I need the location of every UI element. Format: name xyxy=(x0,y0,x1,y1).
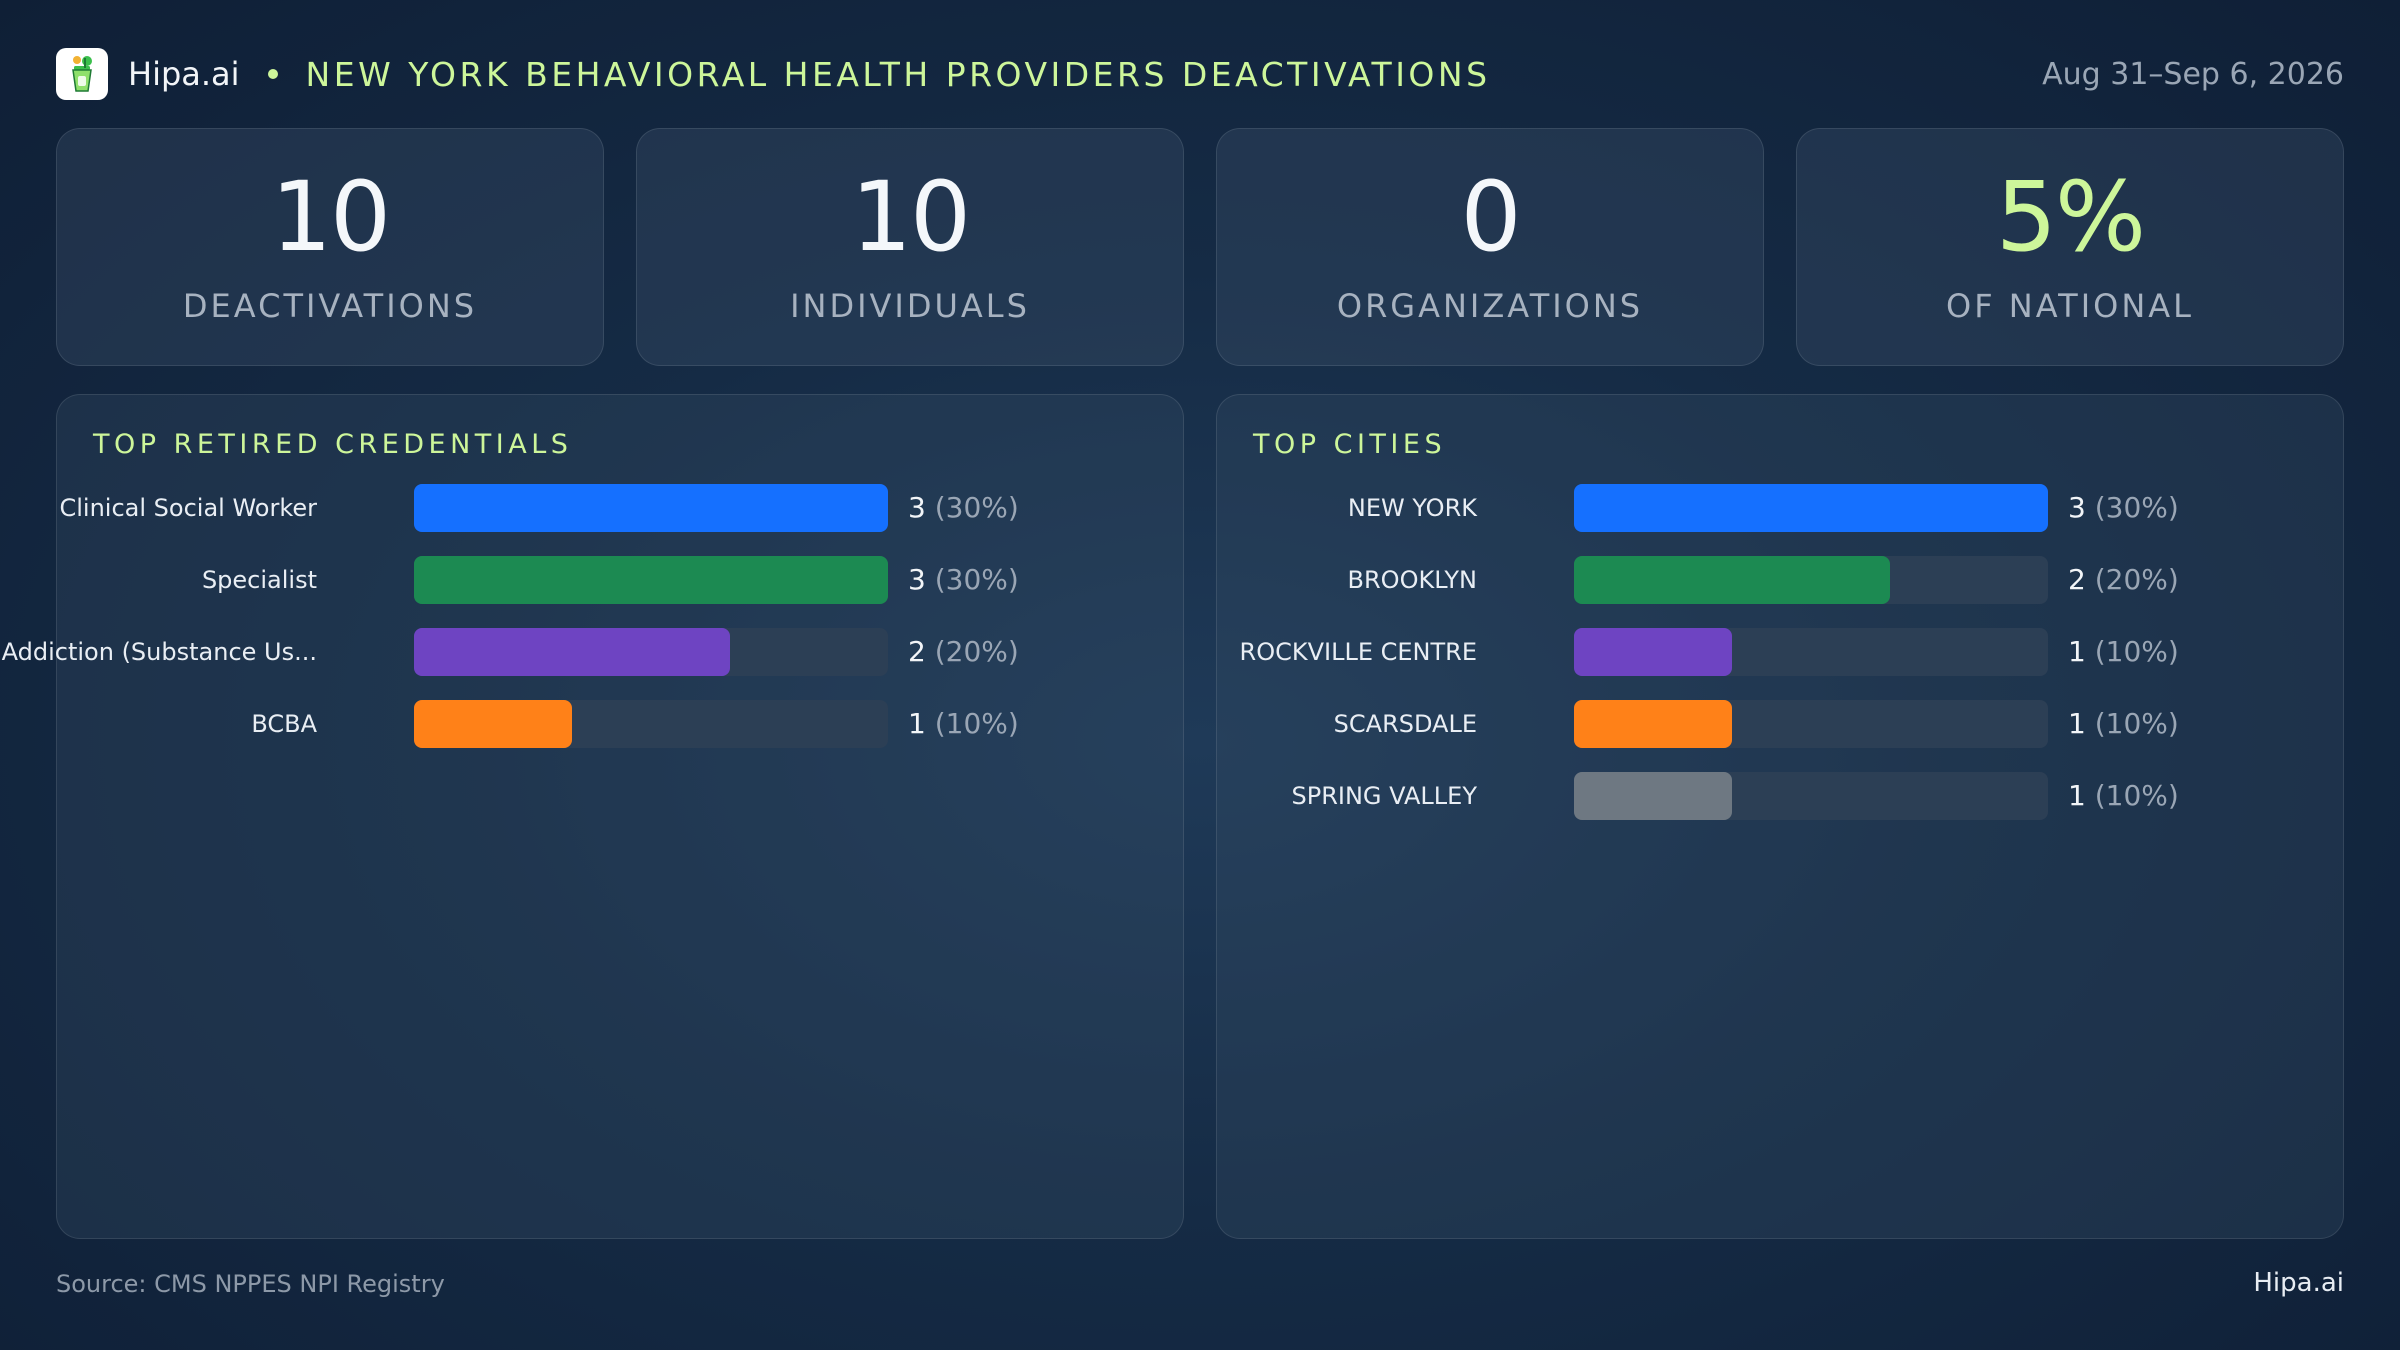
bar-category-label: BROOKLYN xyxy=(1347,566,1477,594)
panel-title: TOP CITIES xyxy=(1253,429,1447,460)
bar-percent: (30%) xyxy=(2085,491,2179,524)
bar-percent: (10%) xyxy=(2085,707,2179,740)
bar-row: BROOKLYN 2 (20%) xyxy=(1217,556,2343,604)
bar-value-label: 1 (10%) xyxy=(2068,628,2179,676)
kpi-value: 5% xyxy=(1995,161,2146,273)
bar-percent: (10%) xyxy=(2085,635,2179,668)
bar-value-label: 3 (30%) xyxy=(908,484,1019,532)
bar-category-label: SCARSDALE xyxy=(1333,710,1477,738)
header: Hipa.ai NEW YORK BEHAVIORAL HEALTH PROVI… xyxy=(56,46,2344,102)
kpi-value: 0 xyxy=(1460,161,1521,273)
separator-dot xyxy=(267,69,278,79)
bar-percent: (30%) xyxy=(925,563,1019,596)
kpi-card-national-share: 5% OF NATIONAL xyxy=(1796,128,2344,366)
bar-value-label: 3 (30%) xyxy=(908,556,1019,604)
page-title: NEW YORK BEHAVIORAL HEALTH PROVIDERS DEA… xyxy=(305,54,1491,94)
bar-row: SPRING VALLEY 1 (10%) xyxy=(1217,772,2343,820)
bar-track xyxy=(1574,772,2048,820)
bar-count: 2 xyxy=(908,635,926,668)
bar-count: 3 xyxy=(908,563,926,596)
kpi-value: 10 xyxy=(270,161,391,273)
kpi-label: ORGANIZATIONS xyxy=(1336,287,1644,325)
bar-category-label: ROCKVILLE CENTRE xyxy=(1239,638,1477,666)
bar-percent: (30%) xyxy=(925,491,1019,524)
bar-row: Specialist 3 (30%) xyxy=(57,556,1183,604)
kpi-card-individuals: 10 INDIVIDUALS xyxy=(636,128,1184,366)
brand-logo xyxy=(56,48,108,100)
drink-cup-icon xyxy=(72,56,92,92)
bar xyxy=(414,628,730,676)
kpi-label: DEACTIVATIONS xyxy=(182,287,478,325)
bar-percent: (20%) xyxy=(925,635,1019,668)
bar-row: BCBA 1 (10%) xyxy=(57,700,1183,748)
data-source: Source: CMS NPPES NPI Registry xyxy=(56,1270,445,1298)
kpi-label: INDIVIDUALS xyxy=(790,287,1030,325)
bar-count: 1 xyxy=(908,707,926,740)
bar-percent: (20%) xyxy=(2085,563,2179,596)
bar-row: SCARSDALE 1 (10%) xyxy=(1217,700,2343,748)
bar-category-label: SPRING VALLEY xyxy=(1291,782,1477,810)
date-range: Aug 31–Sep 6, 2026 xyxy=(2042,56,2344,92)
bar-count: 1 xyxy=(2068,779,2086,812)
kpi-card-organizations: 0 ORGANIZATIONS xyxy=(1216,128,1764,366)
bar-row: Addiction (Substance Us... 2 (20%) xyxy=(2,628,1183,676)
bar-row: NEW YORK 3 (30%) xyxy=(1217,484,2343,532)
kpi-value: 10 xyxy=(850,161,971,273)
bar xyxy=(414,556,888,604)
kpi-label: OF NATIONAL xyxy=(1946,287,2194,325)
bar-value-label: 2 (20%) xyxy=(2068,556,2179,604)
bar xyxy=(1574,700,1732,748)
bar-percent: (10%) xyxy=(2085,779,2179,812)
bar-track xyxy=(414,700,888,748)
bar-category-label: BCBA xyxy=(251,710,317,738)
credentials-panel: TOP RETIRED CREDENTIALS Clinical Social … xyxy=(2,394,1184,1239)
panel-title: TOP RETIRED CREDENTIALS xyxy=(93,429,573,460)
kpi-card-deactivations: 10 DEACTIVATIONS xyxy=(56,128,604,366)
bar xyxy=(1574,628,1732,676)
bar-track xyxy=(1574,484,2048,532)
bar-track xyxy=(1574,556,2048,604)
cities-panel: TOP CITIES NEW YORK 3 (30%) BROOKLYN 2 (20%… xyxy=(1216,394,2344,1239)
bar xyxy=(1574,484,2048,532)
brand-name: Hipa.ai xyxy=(128,55,240,93)
bar-value-label: 1 (10%) xyxy=(2068,700,2179,748)
bar-category-label: Addiction (Substance Us... xyxy=(1,638,317,666)
bar-count: 1 xyxy=(2068,707,2086,740)
bar-row: ROCKVILLE CENTRE 1 (10%) xyxy=(1217,628,2343,676)
bar-row: Clinical Social Worker 3 (30%) xyxy=(57,484,1183,532)
bar xyxy=(1574,556,1890,604)
bar-track xyxy=(414,484,888,532)
bar-value-label: 1 (10%) xyxy=(908,700,1019,748)
bar-category-label: Specialist xyxy=(201,566,317,594)
bar-track xyxy=(1574,628,2048,676)
bar-value-label: 1 (10%) xyxy=(2068,772,2179,820)
bar-track xyxy=(1574,700,2048,748)
bar-track xyxy=(414,628,888,676)
bar-percent: (10%) xyxy=(925,707,1019,740)
kpi-row: 10 DEACTIVATIONS 10 INDIVIDUALS 0 ORGANI… xyxy=(56,128,2344,366)
bar xyxy=(414,484,888,532)
bar-count: 3 xyxy=(908,491,926,524)
bar-count: 2 xyxy=(2068,563,2086,596)
bar-value-label: 3 (30%) xyxy=(2068,484,2179,532)
bar xyxy=(1574,772,1732,820)
bar-category-label: NEW YORK xyxy=(1347,494,1477,522)
bar-count: 3 xyxy=(2068,491,2086,524)
bar xyxy=(414,700,572,748)
bar-track xyxy=(414,556,888,604)
bar-value-label: 2 (20%) xyxy=(908,628,1019,676)
footer-brand: Hipa.ai xyxy=(2253,1268,2344,1298)
bar-count: 1 xyxy=(2068,635,2086,668)
bar-category-label: Clinical Social Worker xyxy=(59,494,317,522)
